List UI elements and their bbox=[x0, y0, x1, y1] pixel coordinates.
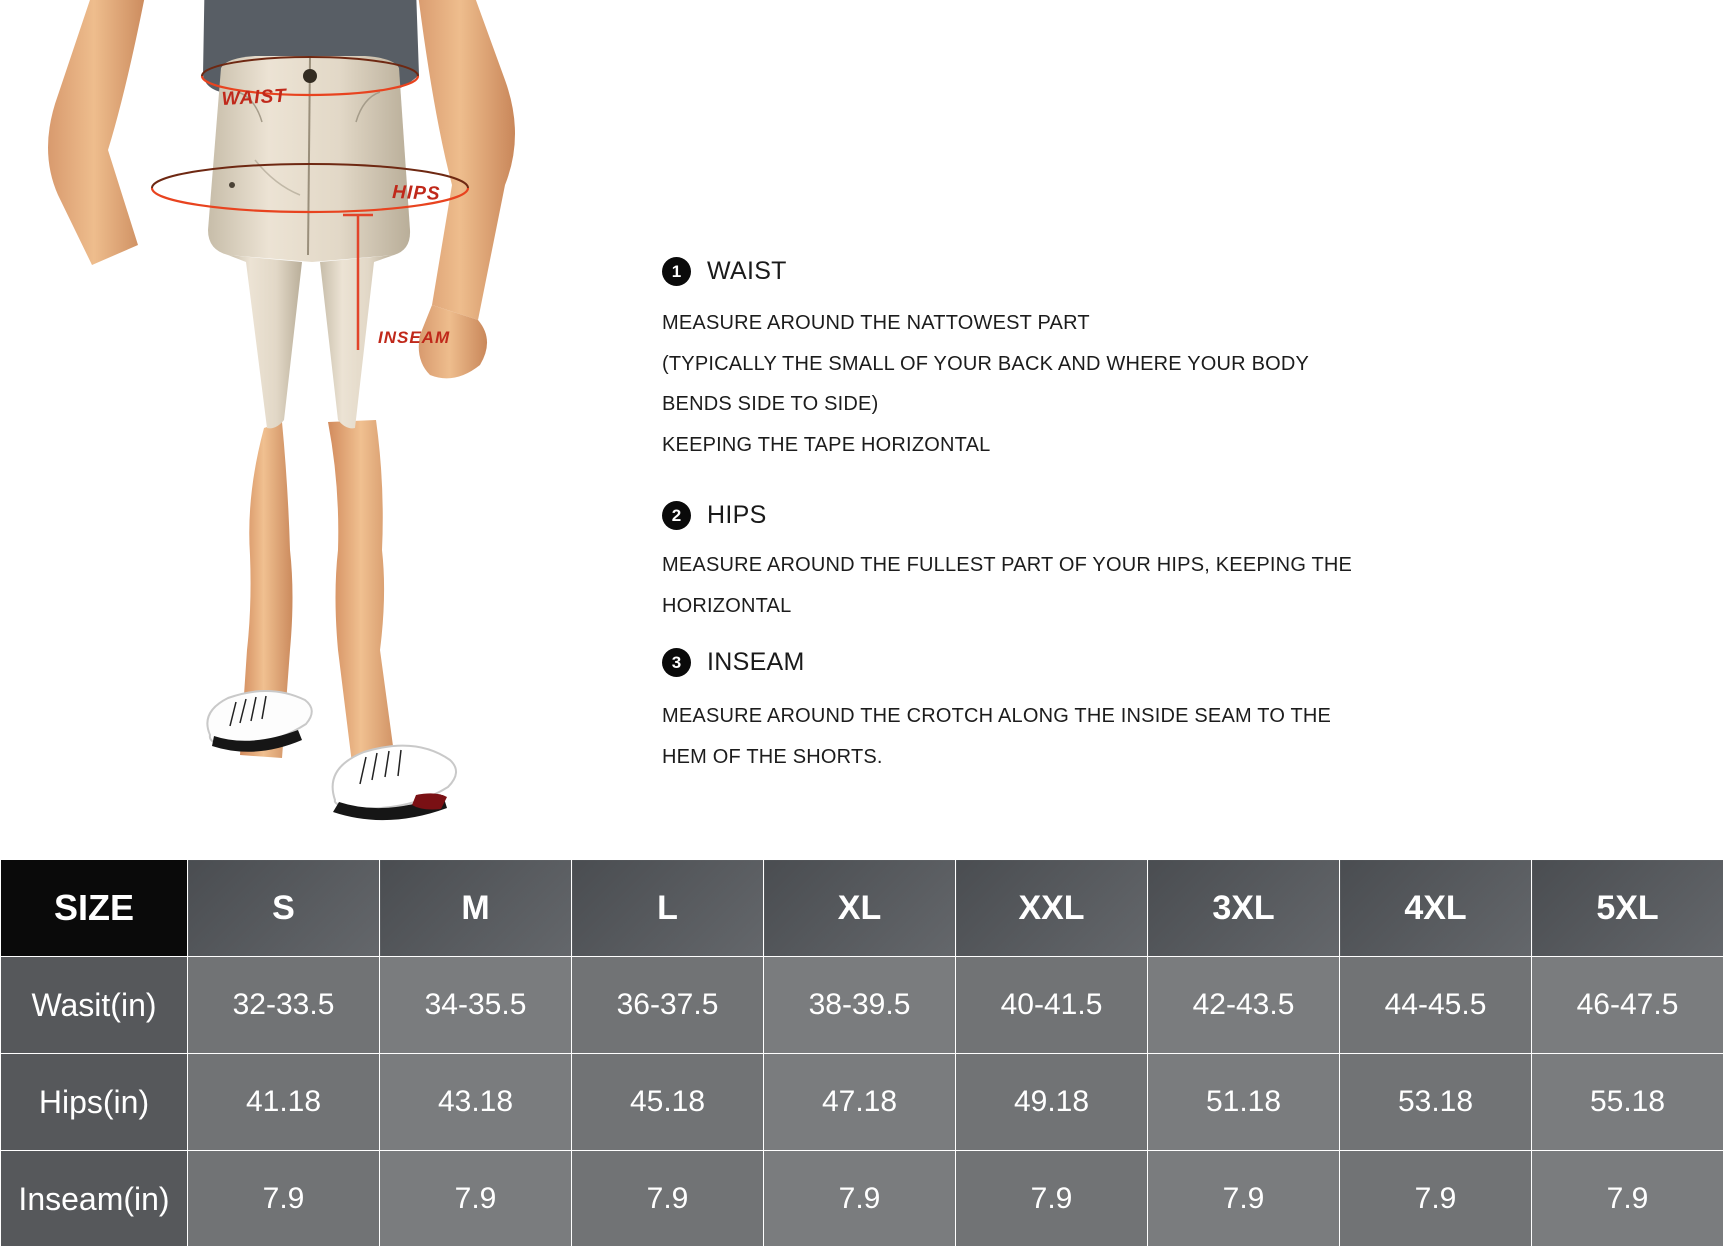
svg-text:WAIST: WAIST bbox=[221, 86, 288, 110]
svg-text:HIPS: HIPS bbox=[392, 182, 441, 205]
svg-text:INSEAM: INSEAM bbox=[378, 328, 450, 347]
